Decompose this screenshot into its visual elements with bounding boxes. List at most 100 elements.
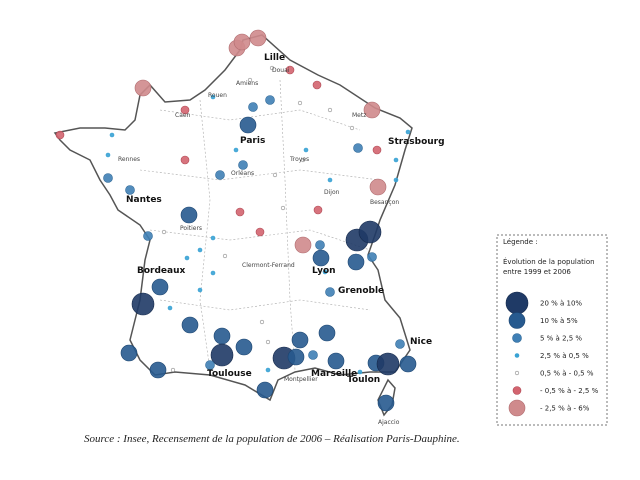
city-label: Rouen (208, 92, 227, 99)
legend-label: 10 % à 5% (540, 317, 578, 325)
city-bubble (235, 207, 245, 217)
city-bubble (280, 205, 286, 211)
city-bubble (395, 339, 405, 349)
city-bubble (300, 157, 306, 163)
city-bubble (255, 227, 265, 237)
legend-title: Évolution de la population (503, 257, 595, 266)
city-bubble (120, 344, 138, 362)
city-bubble (357, 369, 363, 375)
city-label: Clermont-Ferrand (242, 262, 295, 269)
city-bubble (197, 287, 203, 293)
city-bubble (369, 178, 387, 196)
city-bubble (103, 173, 113, 183)
city-labels: Lille Douai Amiens Rouen Caen Metz Paris… (118, 53, 445, 426)
legend: Légende : Évolution de la population ent… (496, 234, 608, 426)
city-bubble (265, 339, 271, 345)
city-bubble (312, 80, 322, 90)
city-bubble (55, 130, 65, 140)
city-bubble (363, 101, 381, 119)
city-bubble (393, 177, 399, 183)
city-label: Poitiers (180, 225, 202, 232)
city-bubble (149, 361, 167, 379)
city-label: Douai (272, 67, 290, 74)
city-bubble (358, 220, 382, 244)
city-label: Besançon (370, 199, 399, 206)
city-label: Dijon (324, 189, 340, 196)
city-bubble (376, 352, 400, 376)
city-bubble (134, 79, 152, 97)
city-bubble (197, 247, 203, 253)
city-bubble (294, 236, 312, 254)
city-bubble (180, 105, 190, 115)
city-bubble (109, 132, 115, 138)
city-label: Metz (352, 112, 366, 119)
legend-symbol (508, 312, 526, 329)
city-label: Ajaccio (378, 419, 400, 426)
city-bubble (349, 125, 355, 131)
city-bubble (205, 360, 215, 370)
city-label: Strasbourg (388, 137, 445, 147)
city-bubble (215, 170, 225, 180)
legend-label: - 2,5 % à - 6% (540, 405, 590, 413)
department-lines (139, 79, 381, 371)
legend-symbol (512, 333, 522, 343)
legend-heading: Légende : (503, 238, 538, 246)
city-label: Paris (240, 136, 265, 146)
city-bubble (248, 102, 258, 112)
city-bubble (131, 292, 155, 316)
city-label: Toulouse (207, 369, 252, 379)
city-label: Nantes (126, 195, 162, 205)
city-label: Rennes (118, 156, 140, 163)
city-bubble (233, 33, 251, 51)
legend-box (496, 234, 608, 426)
city-bubble (235, 338, 253, 356)
city-bubble (180, 155, 190, 165)
legend-symbol (514, 353, 520, 358)
city-bubble (372, 145, 382, 155)
city-bubble (285, 65, 295, 75)
city-bubble (308, 350, 318, 360)
city-bubble (233, 147, 239, 153)
legend-label: 20 % à 10% (540, 300, 582, 308)
city-label: Troyes (289, 156, 309, 163)
legend-symbol (505, 291, 529, 315)
city-bubble (259, 319, 265, 325)
legend-label: 2,5 % à 0,5 % (540, 352, 589, 360)
city-bubble (367, 252, 377, 262)
city-label: Grenoble (338, 286, 384, 296)
city-bubble (105, 152, 111, 158)
legend-label: - 0,5 % à - 2,5 % (540, 387, 599, 395)
city-bubble (222, 253, 228, 259)
city-label: Montpellier (284, 376, 318, 383)
legend-symbol (514, 370, 520, 376)
city-label: Toulon (347, 375, 380, 385)
legend-title: entre 1999 et 2006 (503, 268, 571, 276)
city-bubble (184, 255, 190, 261)
city-bubble (265, 367, 271, 373)
city-bubble (210, 235, 216, 241)
city-bubble (377, 394, 395, 412)
city-bubble (210, 270, 216, 276)
city-label: Caen (175, 112, 191, 119)
city-bubble (318, 324, 336, 342)
city-bubble (256, 381, 274, 399)
city-bubble (239, 116, 257, 134)
city-label: Lille (264, 53, 285, 63)
city-bubble (161, 229, 167, 235)
city-bubble (213, 327, 231, 345)
city-bubble (167, 305, 173, 311)
city-bubble (238, 160, 248, 170)
city-bubble (327, 177, 333, 183)
city-bubble (180, 206, 198, 224)
city-bubble (405, 129, 411, 135)
legend-symbol (508, 399, 526, 417)
city-bubble (247, 77, 253, 83)
city-bubble (210, 94, 216, 100)
city-bubble (325, 287, 335, 297)
city-bubble (327, 107, 333, 113)
legend-label: 5 % à 2,5 % (540, 335, 582, 343)
city-bubble (181, 316, 199, 334)
city-bubble (291, 331, 309, 349)
city-bubble (303, 147, 309, 153)
